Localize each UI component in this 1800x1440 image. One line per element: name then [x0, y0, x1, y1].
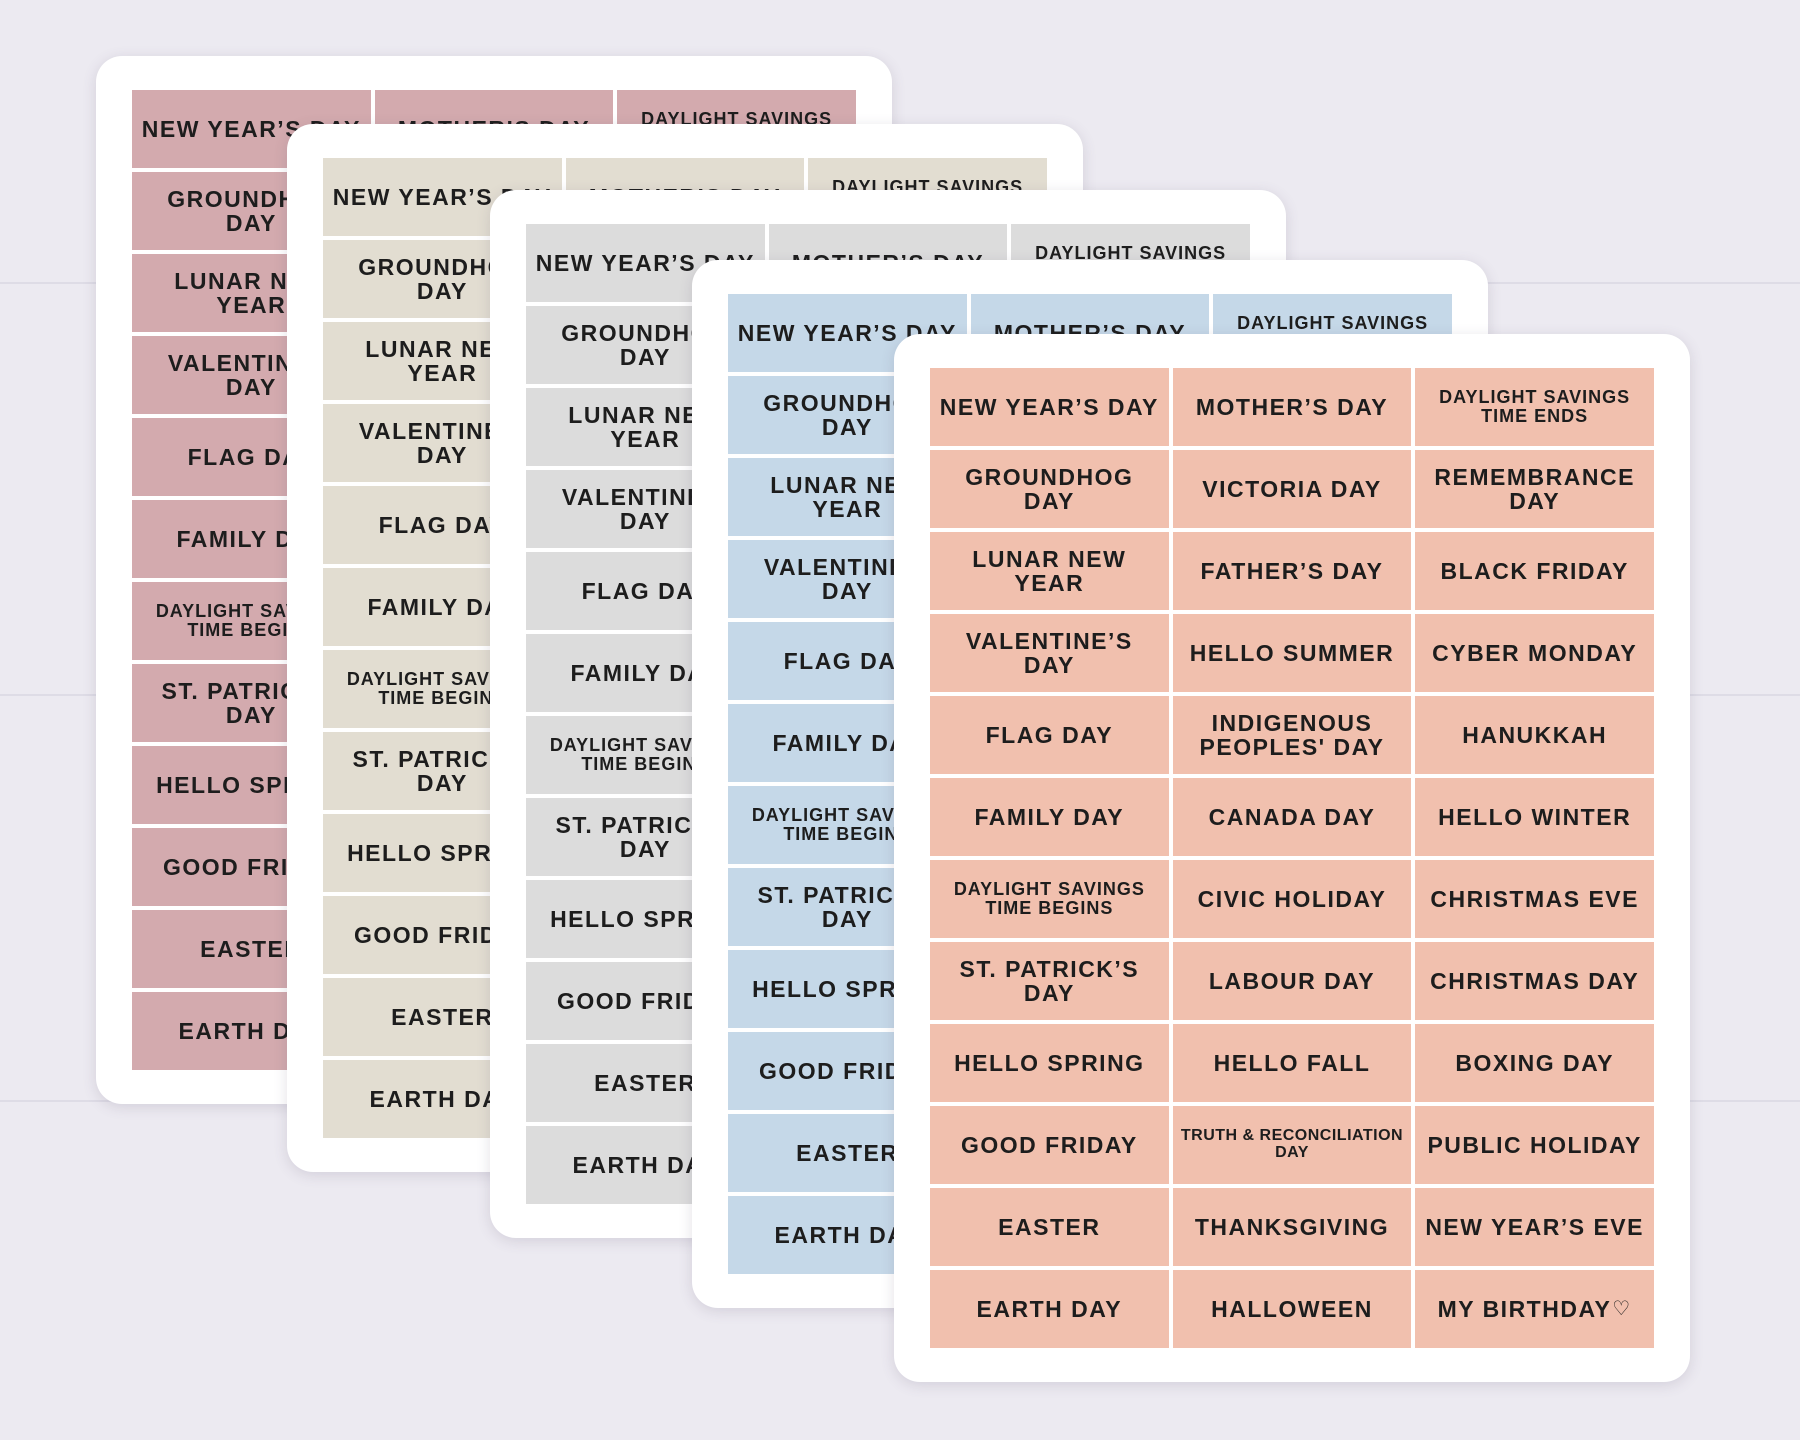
- holiday-sticker: CIVIC HOLIDAY: [1172, 860, 1412, 938]
- sticker-label: EASTER: [594, 1069, 697, 1096]
- holiday-sticker: ST. PATRICK’S DAY: [930, 942, 1169, 1020]
- sticker-sheet-peach: NEW YEAR’S DAY MOTHER’S DAY DAYLIGHT SAVIN…: [894, 334, 1690, 1382]
- holiday-sticker: CYBER MONDAY: [1415, 614, 1654, 692]
- sticker-label: FLAG DAY: [378, 511, 507, 538]
- sticker-label: HELLO WINTER: [1438, 803, 1632, 830]
- sticker-label: HELLO SPRING: [954, 1049, 1145, 1076]
- sticker-label: ST. PATRICK’S DAY: [959, 955, 1140, 1006]
- holiday-sticker: FLAG DAY: [728, 622, 967, 700]
- sticker-label: EASTER: [200, 935, 303, 962]
- holiday-sticker: EASTER: [930, 1188, 1169, 1266]
- sticker-label: HELLO SUMMER: [1189, 639, 1395, 666]
- sticker-label: DAYLIGHT SAVINGS TIME BEGINS: [953, 879, 1145, 918]
- holiday-sticker: FATHER’S DAY: [1172, 532, 1412, 610]
- sticker-label: EARTH DAY: [369, 1085, 516, 1112]
- sticker-label: MOTHER’S DAY: [1195, 393, 1389, 420]
- holiday-sticker: PUBLIC HOLIDAY: [1415, 1106, 1654, 1184]
- sticker-label: FLAG DAY: [581, 577, 710, 604]
- sticker-label: PUBLIC HOLIDAY: [1427, 1131, 1642, 1158]
- sticker-label: HANUKKAH: [1462, 721, 1608, 748]
- holiday-sticker: HANUKKAH: [1415, 696, 1654, 774]
- sticker-label: EASTER: [998, 1213, 1101, 1240]
- sticker-label: EARTH DAY: [976, 1295, 1123, 1322]
- holiday-sticker: TRUTH & RECONCILIATION DAY: [1172, 1106, 1412, 1184]
- sticker-label: LUNAR NEW YEAR: [972, 545, 1127, 596]
- holiday-sticker: MOTHER’S DAY: [1172, 368, 1412, 446]
- holiday-sticker: CHRISTMAS DAY: [1415, 942, 1654, 1020]
- holiday-sticker: FLAG DAY: [930, 696, 1169, 774]
- holiday-sticker: THANKSGIVING: [1172, 1188, 1412, 1266]
- holiday-sticker: DAYLIGHT SAVINGS TIME ENDS: [1415, 368, 1654, 446]
- sticker-label: BLACK FRIDAY: [1440, 557, 1629, 584]
- sticker-label: GOOD FRIDAY: [960, 1131, 1138, 1158]
- sticker-label: HELLO FALL: [1213, 1049, 1371, 1076]
- holiday-sticker: HELLO FALL: [1172, 1024, 1412, 1102]
- sticker-label: MY BIRTHDAY: [1437, 1295, 1612, 1322]
- holiday-sticker: LUNAR NEW YEAR: [930, 532, 1169, 610]
- sticker-label: INDIGENOUS PEOPLES' DAY: [1199, 709, 1385, 760]
- holiday-sticker: HELLO SPRING: [930, 1024, 1169, 1102]
- sticker-label: CIVIC HOLIDAY: [1197, 885, 1387, 912]
- sticker-label: FATHER’S DAY: [1200, 557, 1384, 584]
- holiday-sticker: VICTORIA DAY: [1172, 450, 1412, 528]
- sticker-label: DAYLIGHT SAVINGS TIME BEGINS: [346, 669, 538, 708]
- holiday-sticker: REMEMBRANCE DAY: [1415, 450, 1654, 528]
- holiday-sticker: INDIGENOUS PEOPLES' DAY: [1172, 696, 1412, 774]
- holiday-sticker: NEW YEAR’S DAY: [930, 368, 1169, 446]
- sticker-label: VICTORIA DAY: [1202, 475, 1382, 502]
- holiday-sticker: FAMILY DAY: [930, 778, 1169, 856]
- sticker-label: CHRISTMAS EVE: [1430, 885, 1639, 912]
- sticker-label: CHRISTMAS DAY: [1430, 967, 1640, 994]
- holiday-sticker: NEW YEAR’S EVE: [1415, 1188, 1654, 1266]
- sticker-label: NEW YEAR’S EVE: [1425, 1213, 1644, 1240]
- holiday-sticker: EARTH DAY: [930, 1270, 1169, 1348]
- holiday-sticker: HELLO SUMMER: [1172, 614, 1412, 692]
- holiday-sticker: BOXING DAY: [1415, 1024, 1654, 1102]
- sticker-label: TRUTH & RECONCILIATION DAY: [1180, 1127, 1404, 1161]
- holiday-sticker: BLACK FRIDAY: [1415, 532, 1654, 610]
- sticker-label: HALLOWEEN: [1211, 1295, 1373, 1322]
- holiday-sticker: CHRISTMAS EVE: [1415, 860, 1654, 938]
- holiday-sticker: HALLOWEEN: [1172, 1270, 1412, 1348]
- holiday-sticker: GOOD FRIDAY: [930, 1106, 1169, 1184]
- sticker-label: EASTER: [796, 1139, 899, 1166]
- holiday-sticker: DAYLIGHT SAVINGS TIME BEGINS: [930, 860, 1169, 938]
- sticker-label: FAMILY DAY: [974, 803, 1125, 830]
- sticker-label: BOXING DAY: [1455, 1049, 1614, 1076]
- sticker-label: LABOUR DAY: [1208, 967, 1376, 994]
- holiday-sticker: VALENTINE’S DAY: [930, 614, 1169, 692]
- sticker-label: CYBER MONDAY: [1432, 639, 1638, 666]
- heart-outline-icon: ♡: [1612, 1297, 1632, 1320]
- sticker-label: FLAG DAY: [783, 647, 912, 674]
- sticker-label: VALENTINE’S DAY: [965, 627, 1133, 678]
- holiday-sticker: LABOUR DAY: [1172, 942, 1412, 1020]
- holiday-sticker: HELLO WINTER: [1415, 778, 1654, 856]
- sticker-label: GROUNDHOG DAY: [965, 463, 1134, 514]
- holiday-sticker: GROUNDHOG DAY: [930, 450, 1169, 528]
- holiday-sticker: MY BIRTHDAY♡: [1415, 1270, 1654, 1348]
- sticker-grid: NEW YEAR’S DAY MOTHER’S DAY DAYLIGHT SAVIN…: [930, 368, 1654, 1348]
- sticker-label: NEW YEAR’S DAY: [939, 393, 1159, 420]
- sticker-label: THANKSGIVING: [1194, 1213, 1390, 1240]
- holiday-sticker: CANADA DAY: [1172, 778, 1412, 856]
- sticker-label: FLAG DAY: [985, 721, 1114, 748]
- sticker-label: EASTER: [391, 1003, 494, 1030]
- sticker-label: DAYLIGHT SAVINGS TIME ENDS: [1439, 387, 1631, 426]
- sticker-label: CANADA DAY: [1208, 803, 1376, 830]
- sticker-label: REMEMBRANCE DAY: [1434, 463, 1635, 514]
